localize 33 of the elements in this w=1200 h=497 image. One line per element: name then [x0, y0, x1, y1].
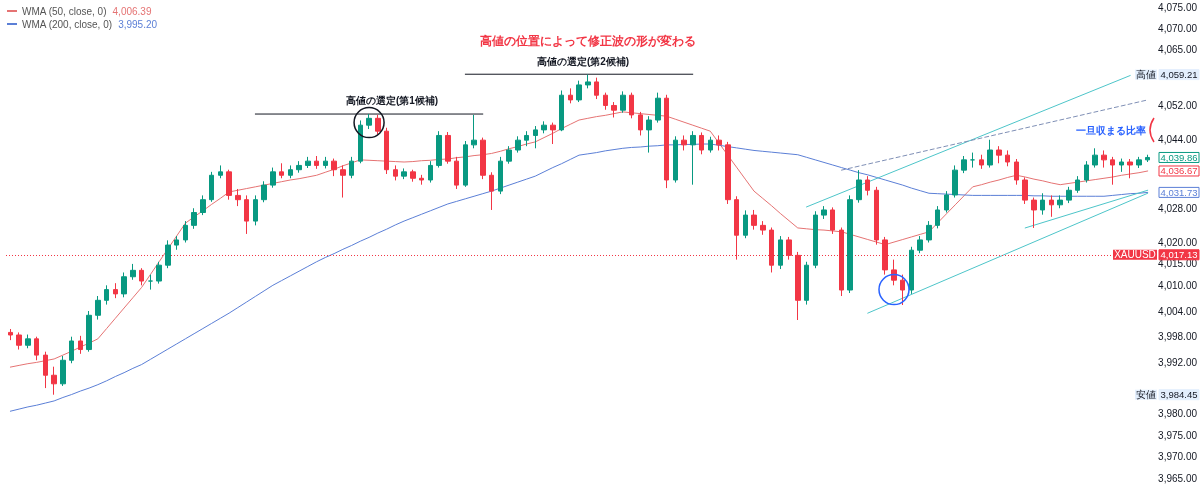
text: 3,984.45 [1160, 389, 1198, 401]
legend-label: WMA (200, close, 0) [22, 18, 118, 30]
y-tick-label: 3,980.00 [1158, 408, 1198, 420]
y-tick-label: 4,015.00 [1158, 258, 1198, 270]
y-tick-label: 3,975.00 [1158, 429, 1198, 441]
text: 高値の位置によって修正波の形が変わる [480, 34, 696, 48]
y-tick-label: 4,004.00 [1158, 305, 1198, 317]
y-tick-label: 3,998.00 [1158, 331, 1198, 343]
annotation: 3,995.20 [118, 18, 158, 30]
y-tick-label: 4,070.00 [1158, 22, 1198, 34]
annotation: 安値 [1136, 389, 1156, 401]
ref-line-label: XAUUSD [1114, 249, 1156, 261]
y-tick-label: 4,075.00 [1158, 1, 1198, 13]
y-tick-label: 4,010.00 [1158, 279, 1198, 291]
text: 4,017.13 [1160, 249, 1198, 261]
y-tick-label: 3,992.00 [1158, 356, 1198, 368]
annotation: 高値の選定(第1候補) [345, 94, 439, 106]
annotation: 高値 [1136, 69, 1156, 81]
annotation: 一旦収まる比率 [1076, 124, 1146, 136]
y-tick-label: 3,965.00 [1158, 472, 1198, 484]
text: 4,039.86 [1160, 151, 1198, 163]
y-tick-label: 4,028.00 [1158, 202, 1198, 214]
y-tick-label: 4,020.00 [1158, 237, 1198, 248]
text: 4,036.67 [1160, 165, 1198, 177]
y-tick-label: 4,065.00 [1158, 44, 1198, 56]
y-tick-label: 4,044.00 [1158, 134, 1198, 146]
y-tick-label: 3,970.00 [1158, 451, 1198, 463]
annotation: 4,006.39 [112, 5, 152, 17]
annotation: 高値の選定(第2候補) [536, 55, 630, 67]
text: 4,059.21 [1160, 69, 1198, 81]
y-tick-label: 4,052.00 [1158, 99, 1198, 111]
legend-label: WMA (50, close, 0) [22, 5, 113, 17]
text: 4,031.73 [1160, 186, 1198, 198]
